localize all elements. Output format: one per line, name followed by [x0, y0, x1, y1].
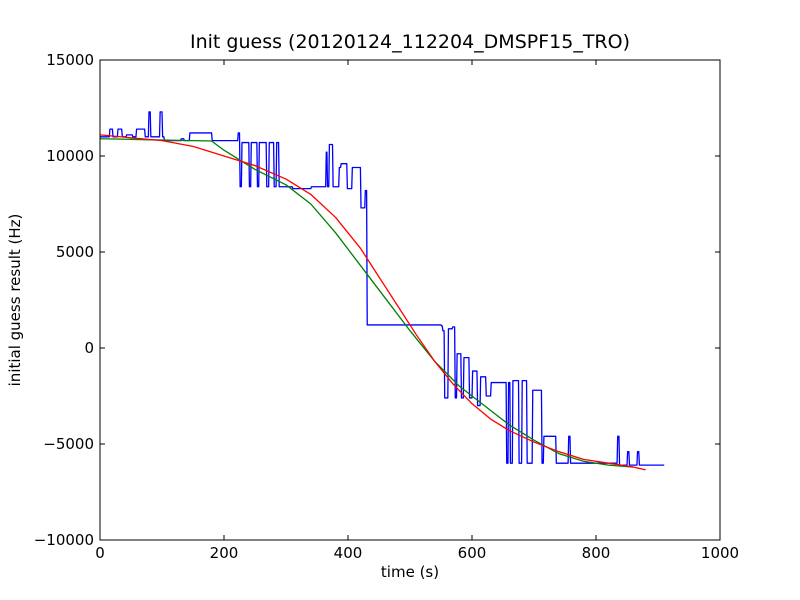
x-tick-label: 800 — [582, 544, 611, 562]
y-tick-label: 0 — [84, 339, 94, 357]
y-tick-label: 10000 — [46, 147, 94, 165]
x-tick-label: 400 — [334, 544, 363, 562]
y-tick-label: −10000 — [34, 531, 94, 549]
x-tick-label: 1000 — [701, 544, 739, 562]
y-tick-label: 5000 — [56, 243, 94, 261]
y-tick-label: −5000 — [43, 435, 94, 453]
y-axis-label: initial guess result (Hz) — [6, 214, 24, 387]
series-line-3 — [100, 134, 646, 471]
plot-frame — [99, 59, 721, 541]
y-tick-label: 15000 — [46, 51, 94, 69]
series-layer — [100, 111, 665, 471]
x-tick-label: 200 — [210, 544, 239, 562]
x-tick-label: 0 — [95, 544, 105, 562]
x-tick-label: 600 — [458, 544, 487, 562]
chart-title: Init guess (20120124_112204_DMSPF15_TRO) — [190, 31, 630, 53]
x-axis-label: time (s) — [381, 563, 439, 581]
ticks-layer: 0 200 400 600 800 1000 −10000 −5000 0 5000 10000 15… — [34, 51, 739, 562]
